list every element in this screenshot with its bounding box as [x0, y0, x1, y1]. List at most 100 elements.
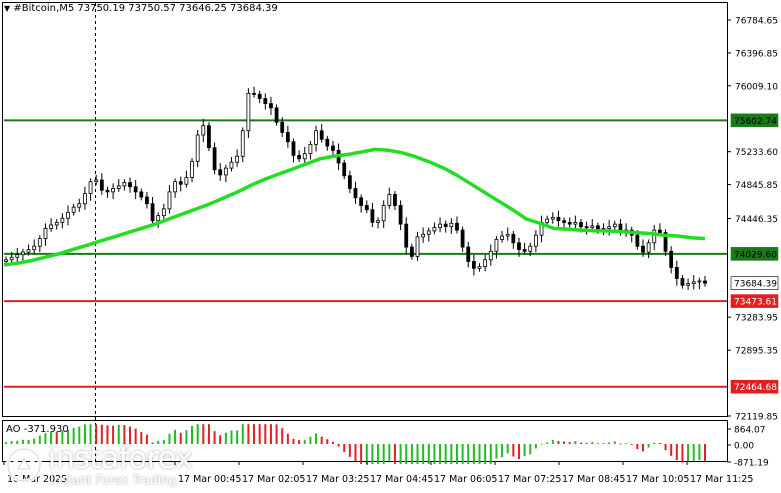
ao-bar [399, 444, 402, 464]
ao-bar [140, 432, 143, 444]
symbol-info: ▼ #Bitcoin,M5 73750.19 73750.57 73646.25… [4, 3, 278, 14]
candle-body [26, 249, 31, 253]
candle-body [167, 191, 172, 210]
ao-bar [27, 439, 30, 444]
price-tick-label: 76396.85 [735, 49, 778, 59]
ao-bar [207, 424, 210, 444]
ao-bar [174, 429, 177, 444]
candle-body [156, 215, 161, 222]
candle-body [105, 189, 110, 193]
candle-body [449, 222, 454, 228]
level-price-tag-2 [730, 276, 779, 290]
candle-body [150, 203, 155, 222]
brand-logo-icon [6, 447, 42, 483]
ao-bar [269, 424, 272, 444]
candle-body [66, 211, 70, 219]
ao-bar [191, 426, 194, 444]
candle-body [381, 205, 386, 222]
candle-body [274, 107, 279, 123]
ao-bar [472, 444, 475, 464]
ao-bar [365, 444, 368, 464]
candle-body [240, 130, 245, 157]
candle-body [94, 179, 99, 183]
time-tick-label: 17 Mar 06:05 [434, 474, 497, 485]
candle-body [21, 251, 25, 256]
candle-body [319, 130, 324, 140]
candle-body [590, 225, 595, 228]
candle-body [263, 98, 268, 104]
time-tick-label: 17 Mar 07:25 [498, 474, 561, 485]
time-tick-label: 17 Mar 04:45 [370, 474, 433, 485]
candle-body [550, 216, 555, 220]
candle-body [201, 125, 206, 136]
ao-bar [501, 444, 504, 458]
candle-body [128, 182, 132, 188]
ao-bar [591, 442, 594, 444]
level-price-tag-1 [730, 247, 779, 261]
ao-bar [681, 444, 684, 463]
ao-bar [596, 443, 599, 445]
ao-bar [106, 425, 109, 444]
candle-body [635, 234, 640, 247]
candle-body [641, 245, 645, 253]
ao-bar [253, 424, 256, 444]
candle-body [269, 103, 273, 109]
candle-body [511, 233, 516, 244]
candle-body [426, 230, 431, 235]
ao-bar [16, 440, 19, 444]
ao-bar [388, 444, 391, 461]
ao-bar [664, 444, 667, 451]
ao-bar [410, 444, 413, 464]
candle-body [347, 175, 352, 189]
candle-body [190, 160, 194, 178]
candle-body [421, 233, 426, 238]
candle-body [505, 233, 510, 237]
ao-bar [78, 426, 81, 444]
candle-body [280, 121, 285, 133]
ao-bar [219, 435, 222, 444]
ao-bar [168, 433, 171, 444]
ao-bar [461, 444, 464, 464]
ao-bar [619, 443, 622, 445]
ao-bar [371, 444, 374, 464]
ao-bar [95, 424, 98, 444]
candle-body [195, 134, 200, 162]
ao-bar [704, 444, 706, 461]
ao-bar [495, 444, 498, 459]
ao-bar [546, 442, 549, 444]
ao-bar [506, 444, 509, 454]
candle-body [674, 267, 679, 279]
ao-bar [416, 444, 419, 464]
candle-body [607, 226, 612, 229]
candle-body [314, 130, 318, 145]
candle-body [122, 182, 127, 187]
collapse-arrow-icon[interactable]: ▼ [4, 4, 11, 13]
ao-bar [100, 424, 103, 444]
candle-body [488, 250, 493, 261]
candle-body [579, 222, 583, 228]
ao-bar [636, 444, 639, 450]
candle-body [325, 138, 330, 147]
ao-tick-label: -871.19 [734, 459, 769, 469]
price-tick-label: 72895.35 [735, 347, 778, 357]
ao-pane-border [2, 420, 728, 462]
candle-body [145, 196, 149, 205]
candle-body [184, 177, 189, 185]
ao-bar [258, 424, 261, 444]
ao-bar [343, 444, 346, 453]
candle-body [83, 193, 87, 205]
ao-bar [162, 440, 165, 444]
ao-bar [444, 444, 447, 464]
candle-body [139, 191, 144, 198]
time-tick-label: 17 Mar 10:05 [626, 474, 689, 485]
ao-bar [72, 427, 75, 444]
ao-bar [551, 439, 554, 444]
ao-bar [67, 429, 70, 444]
ao-bar [224, 432, 227, 444]
ao-tick-label: 864.07 [734, 426, 766, 436]
candle-body [32, 245, 37, 251]
candle-body [116, 185, 121, 189]
ao-bar [354, 444, 357, 462]
